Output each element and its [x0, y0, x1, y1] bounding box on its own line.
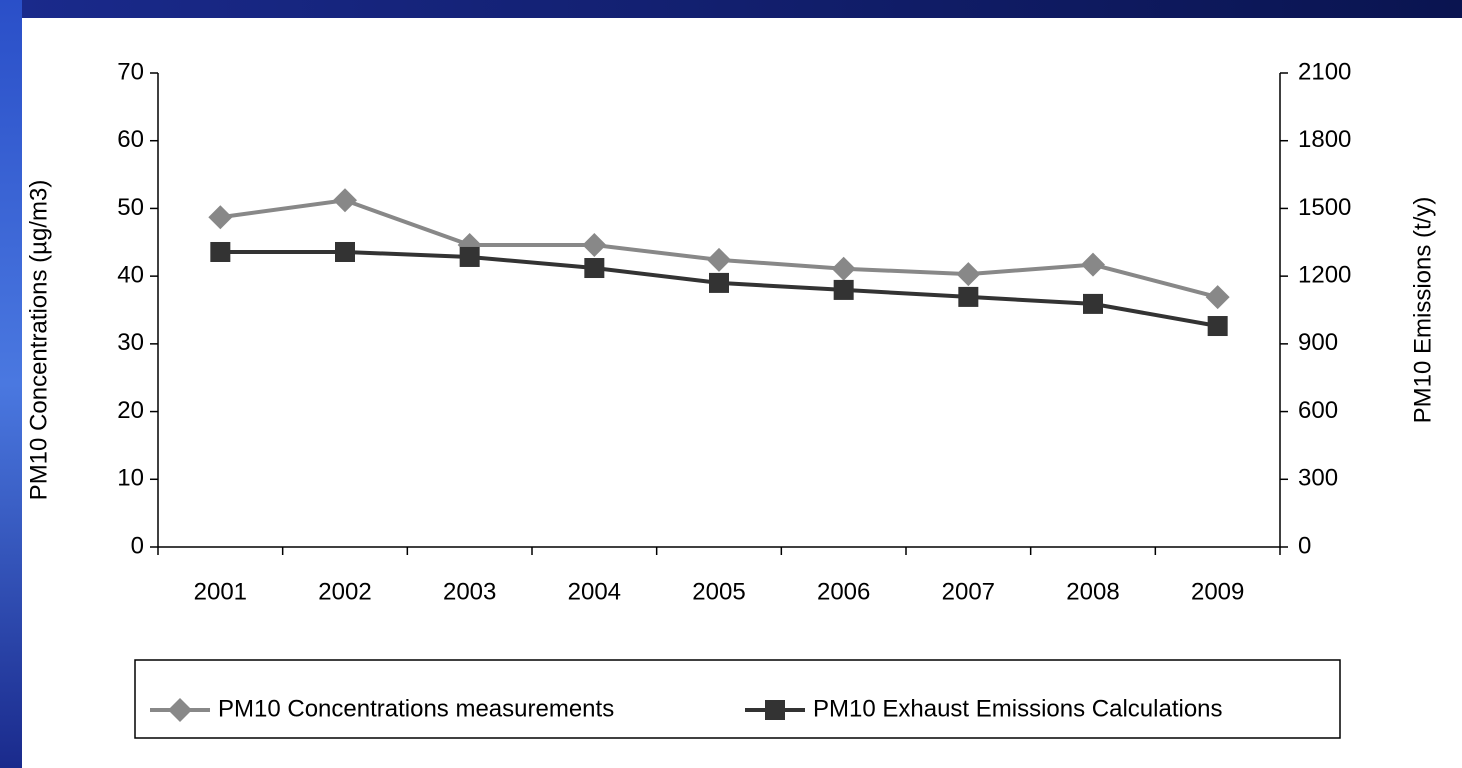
data-point — [459, 246, 480, 267]
y2-tick-label: 2100 — [1298, 58, 1351, 85]
legend-label: PM10 Exhaust Emissions Calculations — [813, 695, 1223, 722]
frame-left — [0, 0, 22, 768]
data-point — [958, 286, 979, 307]
legend-label: PM10 Concentrations measurements — [218, 695, 614, 722]
y-tick-label: 10 — [117, 465, 144, 492]
data-point — [956, 262, 981, 287]
y-tick-label: 60 — [117, 126, 144, 153]
data-point — [208, 205, 233, 230]
data-point — [584, 258, 605, 279]
legend-marker — [168, 698, 192, 722]
data-point — [1205, 285, 1230, 310]
x-tick-label: 2007 — [942, 578, 995, 605]
data-point — [333, 188, 357, 213]
x-tick-label: 2006 — [817, 578, 870, 605]
data-point — [831, 256, 856, 281]
y-tick-label: 40 — [117, 261, 144, 288]
y2-tick-label: 0 — [1298, 532, 1311, 559]
y2-tick-label: 600 — [1298, 397, 1338, 424]
y2-tick-label: 1200 — [1298, 261, 1351, 288]
data-point — [707, 247, 731, 272]
data-point — [1207, 316, 1228, 337]
y-tick-label: 50 — [117, 194, 144, 221]
legend-marker — [765, 700, 785, 720]
y-tick-label: 70 — [117, 58, 144, 85]
x-tick-label: 2005 — [692, 578, 745, 605]
data-point — [335, 241, 355, 262]
x-tick-label: 2002 — [318, 578, 371, 605]
y2-axis-title: PM10 Emissions (t/y) — [1409, 197, 1436, 424]
y2-tick-label: 900 — [1298, 329, 1338, 356]
data-point — [709, 272, 729, 293]
data-point — [1081, 252, 1105, 277]
y-tick-label: 20 — [117, 397, 144, 424]
data-point — [582, 232, 607, 257]
y-axis-title: PM10 Concentrations (µg/m3) — [25, 180, 52, 501]
data-point — [1083, 293, 1103, 314]
x-tick-label: 2001 — [194, 578, 247, 605]
data-point — [210, 241, 231, 262]
y2-tick-label: 1500 — [1298, 194, 1351, 221]
y2-tick-label: 300 — [1298, 465, 1338, 492]
x-tick-label: 2003 — [443, 578, 496, 605]
legend-box — [134, 659, 1341, 739]
x-tick-label: 2009 — [1191, 578, 1244, 605]
data-point — [833, 279, 854, 300]
x-tick-label: 2008 — [1066, 578, 1119, 605]
y-tick-label: 30 — [117, 329, 144, 356]
x-tick-label: 2004 — [568, 578, 621, 605]
y2-tick-label: 1800 — [1298, 126, 1351, 153]
y-tick-label: 0 — [131, 532, 144, 559]
frame-top — [0, 0, 1462, 18]
